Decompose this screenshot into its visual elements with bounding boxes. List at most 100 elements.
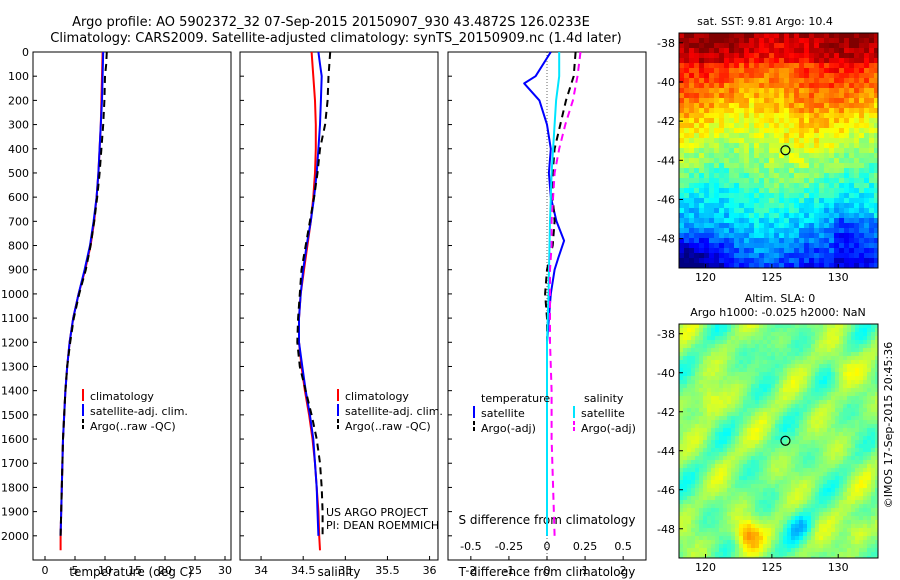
- map-cell: [735, 348, 739, 352]
- map-cell: [755, 432, 759, 436]
- map-cell: [754, 168, 759, 173]
- map-cell: [779, 460, 783, 464]
- map-cell: [795, 356, 799, 360]
- map-cell: [707, 504, 711, 508]
- map-cell: [754, 193, 759, 198]
- map-cell: [771, 444, 775, 448]
- map-cell: [749, 163, 754, 168]
- map-cell: [849, 223, 854, 228]
- map-cell: [795, 524, 799, 528]
- map-cell: [779, 193, 784, 198]
- map-cell: [679, 396, 683, 400]
- map-cell: [707, 412, 711, 416]
- map-cell: [867, 404, 871, 408]
- map-cell: [869, 218, 874, 223]
- map-cell: [859, 123, 864, 128]
- salinity-legend-label: climatology: [345, 390, 409, 403]
- map-cell: [859, 532, 863, 536]
- map-cell: [731, 348, 735, 352]
- map-cell: [723, 368, 727, 372]
- map-cell: [811, 464, 815, 468]
- map-cell: [699, 188, 704, 193]
- map-cell: [743, 348, 747, 352]
- map-cell: [847, 476, 851, 480]
- map-cell: [769, 218, 774, 223]
- map-cell: [749, 108, 754, 113]
- map-cell: [814, 128, 819, 133]
- map-cell: [799, 540, 803, 544]
- map-cell: [809, 93, 814, 98]
- map-cell: [831, 432, 835, 436]
- map-cell: [695, 512, 699, 516]
- map-cell: [875, 500, 878, 504]
- map-cell: [863, 436, 867, 440]
- map-cell: [711, 360, 715, 364]
- map-cell: [854, 158, 859, 163]
- map-cell: [719, 496, 723, 500]
- map-cell: [691, 380, 695, 384]
- map-cell: [723, 556, 727, 558]
- map-cell: [847, 348, 851, 352]
- map-cell: [827, 352, 831, 356]
- map-cell: [789, 43, 794, 48]
- map-cell: [849, 103, 854, 108]
- map-cell: [874, 53, 878, 58]
- map-cell: [723, 420, 727, 424]
- map-cell: [809, 193, 814, 198]
- map-cell: [723, 364, 727, 368]
- map-cell: [875, 436, 878, 440]
- map-cell: [803, 332, 807, 336]
- map-cell: [759, 258, 764, 263]
- map-cell: [727, 324, 731, 328]
- map-cell: [723, 388, 727, 392]
- map-cell: [791, 524, 795, 528]
- map-cell: [683, 328, 687, 332]
- map-cell: [811, 524, 815, 528]
- map-cell: [687, 348, 691, 352]
- map-cell: [739, 488, 743, 492]
- map-cell: [875, 328, 878, 332]
- map-cell: [815, 416, 819, 420]
- map-cell: [803, 324, 807, 328]
- map-cell: [723, 464, 727, 468]
- map-cell: [683, 336, 687, 340]
- map-cell: [847, 520, 851, 524]
- map-cell: [743, 408, 747, 412]
- map-cell: [783, 384, 787, 388]
- map-cell: [683, 416, 687, 420]
- map-cell: [715, 416, 719, 420]
- map-cell: [854, 93, 859, 98]
- map-cell: [679, 552, 683, 556]
- map-cell: [755, 520, 759, 524]
- map-cell: [843, 324, 847, 328]
- map-cell: [875, 432, 878, 436]
- map-cell: [869, 58, 874, 63]
- map-cell: [847, 356, 851, 360]
- map-cell: [735, 392, 739, 396]
- map-cell: [743, 452, 747, 456]
- map-cell: [795, 480, 799, 484]
- map-cell: [839, 48, 844, 53]
- map-cell: [811, 396, 815, 400]
- map-cell: [731, 356, 735, 360]
- map-cell: [839, 340, 843, 344]
- map-cell: [747, 492, 751, 496]
- map-cell: [867, 484, 871, 488]
- map-cell: [815, 388, 819, 392]
- map-cell: [719, 408, 723, 412]
- map-cell: [794, 38, 799, 43]
- map-cell: [739, 93, 744, 98]
- map-cell: [784, 228, 789, 233]
- map-cell: [787, 396, 791, 400]
- map-cell: [847, 332, 851, 336]
- map-cell: [744, 168, 749, 173]
- map-cell: [829, 93, 834, 98]
- map-cell: [794, 153, 799, 158]
- legend-temperature-title: temperature: [481, 392, 550, 405]
- map-cell: [791, 468, 795, 472]
- map-cell: [759, 73, 764, 78]
- map-cell: [783, 436, 787, 440]
- map-cell: [867, 384, 871, 388]
- map-cell: [839, 472, 843, 476]
- map-cell: [784, 73, 789, 78]
